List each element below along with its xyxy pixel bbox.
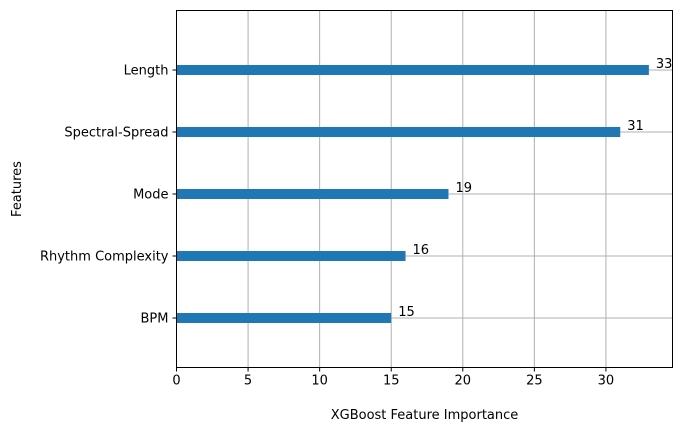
data-label: 16 xyxy=(413,243,430,258)
x-tick-label: 5 xyxy=(244,374,252,389)
data-label: 31 xyxy=(627,119,644,134)
data-label: 33 xyxy=(656,57,673,72)
y-tick-label: Mode xyxy=(133,188,168,203)
data-label: 15 xyxy=(398,305,415,320)
x-tick-label: 15 xyxy=(383,374,400,389)
x-tick-label: 10 xyxy=(311,374,328,389)
bar xyxy=(176,189,449,199)
plot-frame xyxy=(176,10,673,368)
x-axis-title: XGBoost Feature Importance xyxy=(331,408,519,423)
bar xyxy=(176,251,406,261)
y-tick-label: Spectral-Spread xyxy=(64,126,168,141)
bar xyxy=(176,313,392,323)
y-tick-label: BPM xyxy=(141,312,169,327)
y-tick-label: Length xyxy=(124,64,169,79)
x-tick-label: 30 xyxy=(598,374,615,389)
x-tick-label: 0 xyxy=(172,374,180,389)
y-axis-title: Features xyxy=(10,161,25,217)
y-tick-label: Rhythm Complexity xyxy=(40,250,169,265)
bar xyxy=(176,65,649,75)
bar xyxy=(176,127,621,137)
x-tick-label: 20 xyxy=(455,374,472,389)
x-tick-label: 25 xyxy=(526,374,543,389)
data-label: 19 xyxy=(455,181,472,196)
